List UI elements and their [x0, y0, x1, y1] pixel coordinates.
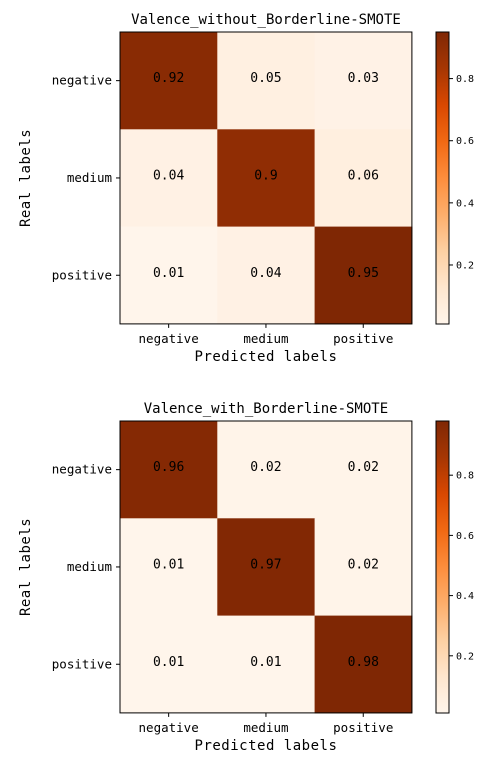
- cell-value-label: 0.01: [153, 266, 184, 281]
- cell-value-label: 0.06: [348, 168, 379, 183]
- y-axis-label: Real labels: [18, 518, 34, 616]
- cell-value-label: 0.01: [153, 655, 184, 670]
- heatmap-cell: [120, 518, 218, 617]
- colorbar-tick-label: 0.6: [456, 531, 474, 542]
- heatmap-cell: [120, 226, 218, 325]
- chart-title: Valence_with_Borderline-SMOTE: [144, 401, 388, 417]
- y-tick-label: medium: [67, 559, 112, 574]
- cell-value-label: 0.01: [250, 655, 281, 670]
- colorbar-tick-label: 0.2: [456, 651, 474, 662]
- heatmap-cell: [314, 129, 413, 228]
- heatmap-panel-2: Valence_with_Borderline-SMOTE 0.96 0.02 0.0…: [18, 401, 474, 754]
- heatmap-cell: [314, 32, 413, 130]
- heatmap-cell: [217, 32, 316, 130]
- heatmap-cell: [217, 421, 316, 519]
- colorbar: [435, 31, 450, 325]
- y-tick-label: negative: [52, 462, 112, 477]
- heatmap-cell: [314, 226, 413, 325]
- y-tick-label: negative: [52, 73, 112, 88]
- x-axis-label: Predicted labels: [195, 349, 338, 365]
- cell-value-label: 0.01: [153, 557, 184, 572]
- heatmap-cell: [217, 615, 316, 714]
- y-tick-label: medium: [67, 170, 112, 185]
- colorbar: [435, 420, 450, 714]
- cell-value-label: 0.04: [153, 168, 184, 183]
- x-axis-label: Predicted labels: [195, 738, 338, 754]
- cell-value-label: 0.02: [348, 460, 379, 475]
- heatmap-cell: [314, 615, 413, 714]
- heatmap-cell: [314, 421, 413, 519]
- x-tick-label: medium: [243, 720, 288, 735]
- cell-value-label: 0.9: [254, 168, 277, 183]
- heatmap-panel-1: Valence_without_Borderline-SMOTE 0.92 0.05…: [18, 12, 474, 365]
- cell-value-label: 0.92: [153, 71, 184, 86]
- cell-value-label: 0.96: [153, 460, 184, 475]
- cell-value-label: 0.98: [348, 655, 379, 670]
- x-tick-label: negative: [139, 331, 199, 346]
- y-tick-label: positive: [52, 267, 112, 282]
- cell-value-label: 0.02: [348, 557, 379, 572]
- heatmap-cell: [217, 518, 316, 617]
- cell-value-label: 0.04: [250, 266, 281, 281]
- x-tick-label: medium: [243, 331, 288, 346]
- cell-value-label: 0.05: [250, 71, 281, 86]
- colorbar-tick-label: 0.2: [456, 260, 474, 271]
- heatmap-cell: [120, 615, 218, 714]
- colorbar-tick-label: 0.8: [456, 74, 474, 85]
- heatmap-cell: [120, 421, 218, 519]
- x-tick-label: positive: [333, 720, 393, 735]
- colorbar-tick-label: 0.8: [456, 471, 474, 482]
- x-tick-label: positive: [333, 331, 393, 346]
- y-tick-label: positive: [52, 656, 112, 671]
- heatmap-cell: [314, 518, 413, 617]
- cell-value-label: 0.03: [348, 71, 379, 86]
- y-axis-label: Real labels: [18, 129, 34, 227]
- heatmap-cell: [120, 129, 218, 228]
- cell-value-label: 0.95: [348, 266, 379, 281]
- colorbar-tick-label: 0.4: [456, 591, 474, 602]
- heatmap-cell: [217, 226, 316, 325]
- x-tick-label: negative: [139, 720, 199, 735]
- heatmap-cell: [217, 129, 316, 228]
- colorbar-tick-label: 0.4: [456, 198, 474, 209]
- chart-title: Valence_without_Borderline-SMOTE: [131, 12, 401, 28]
- heatmap-cell: [120, 32, 218, 130]
- colorbar-tick-label: 0.6: [456, 136, 474, 147]
- cell-value-label: 0.02: [250, 460, 281, 475]
- cell-value-label: 0.97: [250, 557, 281, 572]
